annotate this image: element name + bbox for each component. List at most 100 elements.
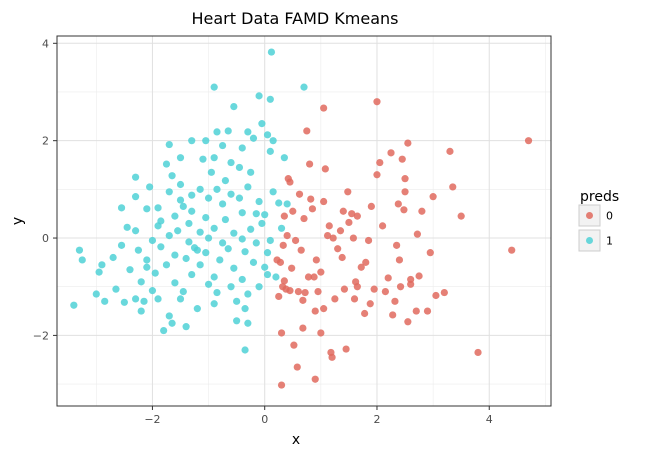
x-axis-title: x [292,432,300,448]
data-point-series-1 [176,196,185,204]
data-point-series-0 [339,207,347,215]
data-point-series-1 [249,134,258,142]
data-point-series-1 [75,246,84,254]
data-point-series-0 [312,256,320,264]
data-point-series-1 [266,236,274,245]
data-point-series-1 [140,297,148,305]
data-point-series-1 [207,168,215,176]
y-tick-label: −2 [33,329,49,342]
plot-border [56,35,552,407]
data-point-series-0 [389,311,397,319]
data-point-series-0 [457,212,465,220]
data-point-series-1 [210,224,218,232]
data-point-series-1 [241,305,249,313]
data-point-series-0 [303,127,311,135]
data-point-series-1 [219,141,227,150]
data-point-series-0 [321,165,329,173]
y-axis-title: y [10,217,26,225]
data-point-series-1 [233,297,241,305]
x-axis-ticks: −2 0 2 4 [144,406,493,426]
data-point-series-0 [398,155,406,163]
data-point-series-0 [338,253,346,262]
data-point-series-0 [280,277,288,285]
data-point-series-0 [306,160,314,168]
data-point-series-0 [297,246,305,254]
data-point-series-1 [179,287,187,296]
data-point-series-1 [230,264,238,272]
data-point-series-0 [376,158,384,167]
data-point-series-0 [310,273,318,281]
data-point-series-1 [213,128,221,136]
data-point-series-1 [148,236,157,245]
data-point-series-0 [426,249,434,257]
data-point-series-1 [213,185,221,193]
data-point-series-1 [300,83,308,91]
data-point-series-1 [196,261,204,269]
data-point-series-1 [188,137,196,145]
data-point-series-1 [134,246,142,254]
data-point-series-1 [230,229,238,237]
data-point-series-1 [252,239,260,247]
data-point-series-1 [98,261,106,269]
legend-item-0: 0 [578,204,613,227]
data-point-series-0 [366,300,374,308]
data-point-series-1 [165,188,173,196]
data-point-series-0 [279,283,287,291]
data-point-series-0 [404,318,412,326]
data-point-series-1 [196,185,204,193]
data-point-series-0 [415,272,423,280]
data-point-series-1 [238,209,246,217]
data-point-series-0 [348,210,356,218]
data-point-series-1 [95,268,103,276]
data-point-series-0 [299,296,307,304]
data-point-series-0 [277,381,286,389]
data-point-series-1 [171,212,179,220]
data-point-series-0 [378,222,387,230]
data-point-series-0 [395,256,404,264]
data-point-series-0 [381,287,389,296]
data-point-series-1 [241,248,249,256]
legend-item-1: 1 [578,229,613,252]
data-point-series-0 [440,288,448,297]
data-point-series-1 [131,193,140,201]
data-point-series-1 [210,154,218,162]
data-point-series-0 [357,263,365,271]
data-point-series-1 [202,249,210,257]
data-point-series-1 [120,298,128,306]
data-point-series-0 [288,264,296,272]
data-point-series-0 [524,137,533,145]
data-point-series-0 [412,307,420,315]
legend-swatch-0 [586,212,593,219]
data-point-series-0 [311,307,319,315]
data-point-series-0 [401,188,409,196]
data-point-series-0 [367,202,375,210]
data-point-series-1 [263,270,272,279]
grid-lines [57,36,551,406]
data-point-series-1 [221,215,230,224]
data-point-series-0 [293,363,301,371]
data-point-series-1 [117,204,126,212]
data-point-series-1 [244,183,252,191]
data-point-series-1 [179,202,187,210]
data-point-series-0 [342,345,350,353]
data-point-series-1 [280,154,288,162]
data-point-series-1 [101,297,109,305]
data-point-series-0 [508,246,516,254]
data-point-series-1 [227,158,235,167]
data-point-series-1 [193,305,201,313]
data-point-series-0 [280,212,288,220]
data-point-series-0 [391,297,399,305]
legend-swatch-1 [586,237,593,244]
y-tick-label: 2 [42,135,49,148]
data-point-series-0 [364,236,373,245]
data-point-series-1 [160,326,168,335]
data-point-series-0 [273,256,281,264]
data-point-series-0 [394,200,402,208]
data-point-series-0 [299,324,307,332]
data-point-series-1 [168,319,176,327]
data-point-series-1 [210,300,218,308]
data-point-series-1 [162,261,171,269]
data-point-series-0 [325,222,333,230]
data-point-series-1 [165,140,173,149]
chart-title: Heart Data FAMD Kmeans [192,9,399,28]
